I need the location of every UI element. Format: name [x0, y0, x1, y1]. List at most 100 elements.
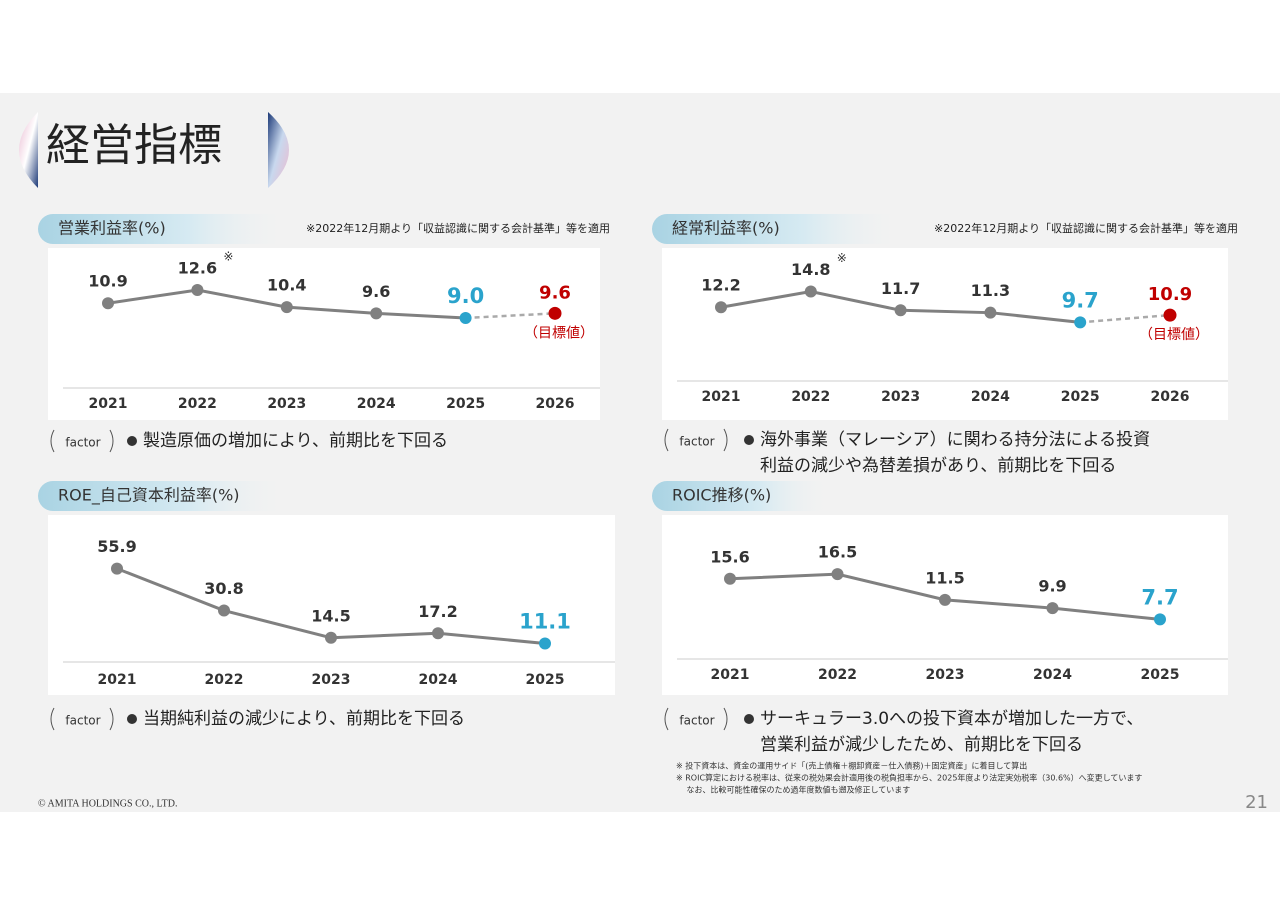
chart-header: [652, 214, 904, 244]
value-label: 11.5: [925, 568, 964, 587]
factor-text: 当期純利益の減少により、前期比を下回る: [143, 709, 465, 729]
x-tick-label: 2022: [205, 672, 244, 688]
plot-panel: [48, 248, 600, 420]
point: [432, 627, 444, 640]
chart-subtitle: ※2022年12月期より「収益認識に関する会計基準」等を適用: [934, 221, 1238, 235]
value-label: 55.9: [97, 537, 136, 556]
factor-text: 利益の減少や為替差損があり、前期比を下回る: [760, 456, 1116, 476]
point: [539, 637, 551, 650]
x-tick-label: 2022: [818, 667, 857, 683]
value-label: 10.4: [267, 276, 306, 295]
x-tick-label: 2024: [419, 672, 458, 688]
point: [191, 284, 204, 296]
point: [1074, 316, 1087, 329]
value-label: 16.5: [818, 543, 857, 562]
page-number: 21: [1245, 792, 1268, 813]
x-tick-label: 2024: [1033, 667, 1072, 683]
target-connector: [1080, 313, 1171, 324]
point: [1154, 613, 1166, 626]
value-label: 14.5: [311, 606, 350, 625]
title-decoration: [268, 112, 289, 188]
factor-tag: factor: [679, 714, 714, 728]
factor-tag: factor: [65, 436, 100, 450]
target-label: （目標値）: [1139, 327, 1209, 343]
bullet: [744, 714, 754, 724]
point: [939, 593, 951, 606]
x-tick-label: 2026: [536, 396, 575, 412]
title-decoration: [19, 112, 38, 188]
point: [325, 631, 337, 644]
value-label: 12.2: [701, 276, 740, 295]
point: [370, 307, 383, 320]
target-point: [1163, 308, 1177, 322]
point: [894, 304, 907, 317]
chart-header: [38, 481, 290, 511]
chart-subtitle: ※2022年12月期より「収益認識に関する会計基準」等を適用: [306, 221, 610, 235]
charts: 営業利益率(%) ※2022年12月期より「収益認識に関する会計基準」等を適用 20…: [38, 214, 1238, 755]
copyright: © AMITA HOLDINGS CO., LTD.: [38, 798, 178, 809]
chart-title: ROE_自己資本利益率(%): [58, 486, 240, 506]
chart-title: 経常利益率(%): [672, 219, 780, 238]
x-tick-label: 2022: [178, 396, 217, 412]
footnote: ※ ROIC算定における税率は、従来の税効果会計適用後の税負担率から、2025年…: [676, 773, 1142, 783]
point: [1046, 602, 1059, 615]
value-label: 9.6: [362, 282, 390, 301]
x-tick-label: 2021: [98, 672, 137, 688]
x-tick-label: 2025: [1061, 389, 1100, 405]
value-label: 9.7: [1062, 288, 1099, 312]
point: [984, 306, 997, 319]
point: [280, 301, 293, 314]
value-label: 11.3: [971, 281, 1010, 300]
factor-bracket: [50, 429, 114, 453]
plot-panel: [662, 248, 1228, 420]
factor-text: 製造原価の増加により、前期比を下回る: [143, 431, 448, 451]
factor-tag: factor: [65, 714, 100, 728]
x-tick-label: 2023: [881, 389, 920, 405]
x-tick-label: 2025: [446, 396, 485, 412]
bullet: [127, 714, 137, 724]
target-point: [548, 306, 562, 320]
x-tick-label: 2025: [526, 672, 565, 688]
point: [102, 297, 114, 310]
bullet: [127, 436, 137, 446]
point: [804, 285, 817, 298]
x-tick-label: 2023: [267, 396, 306, 412]
x-tick-label: 2023: [312, 672, 351, 688]
bullet: [744, 435, 754, 445]
factor-tag: factor: [679, 435, 714, 449]
target-value-label: 9.6: [539, 282, 571, 303]
x-tick-label: 2021: [711, 667, 750, 683]
value-label: 9.0: [447, 284, 484, 308]
chart-title: ROIC推移(%): [672, 486, 771, 505]
value-label: 11.1: [519, 609, 571, 633]
slide-background: [0, 93, 1280, 812]
chart-title: 営業利益率(%): [58, 219, 166, 238]
x-tick-label: 2024: [971, 389, 1010, 405]
value-label: 9.9: [1038, 577, 1066, 596]
value-label: 15.6: [710, 547, 749, 566]
point: [724, 572, 736, 585]
chart-header: [652, 481, 832, 511]
x-tick-label: 2024: [357, 396, 396, 412]
value-label: 30.8: [204, 579, 243, 598]
note-mark: ※: [837, 251, 847, 265]
value-label: 10.9: [88, 272, 127, 291]
target-label: （目標値）: [524, 325, 594, 341]
factor-text: 海外事業（マレーシア）に関わる持分法による投資: [760, 430, 1150, 450]
x-tick-label: 2022: [791, 389, 830, 405]
value-label: 12.6: [178, 259, 217, 278]
target-connector: [465, 312, 556, 320]
value-label: 7.7: [1141, 585, 1178, 609]
factor-text: 営業利益が減少したため、前期比を下回る: [760, 735, 1083, 755]
footnote: ※ 投下資本は、資金の運用サイド「(売上債権＋棚卸資産－仕入債務)＋固定資産」に…: [676, 761, 1027, 771]
plot-panel: [48, 515, 615, 695]
point: [715, 301, 727, 314]
footnote: なお、比較可能性確保のため過年度数値も遡及修正しています: [676, 785, 910, 795]
factor-bracket: [50, 707, 114, 731]
x-tick-label: 2026: [1151, 389, 1190, 405]
point: [831, 568, 844, 581]
point: [218, 604, 230, 617]
x-tick-label: 2021: [89, 396, 128, 412]
note-mark: ※: [223, 250, 233, 264]
